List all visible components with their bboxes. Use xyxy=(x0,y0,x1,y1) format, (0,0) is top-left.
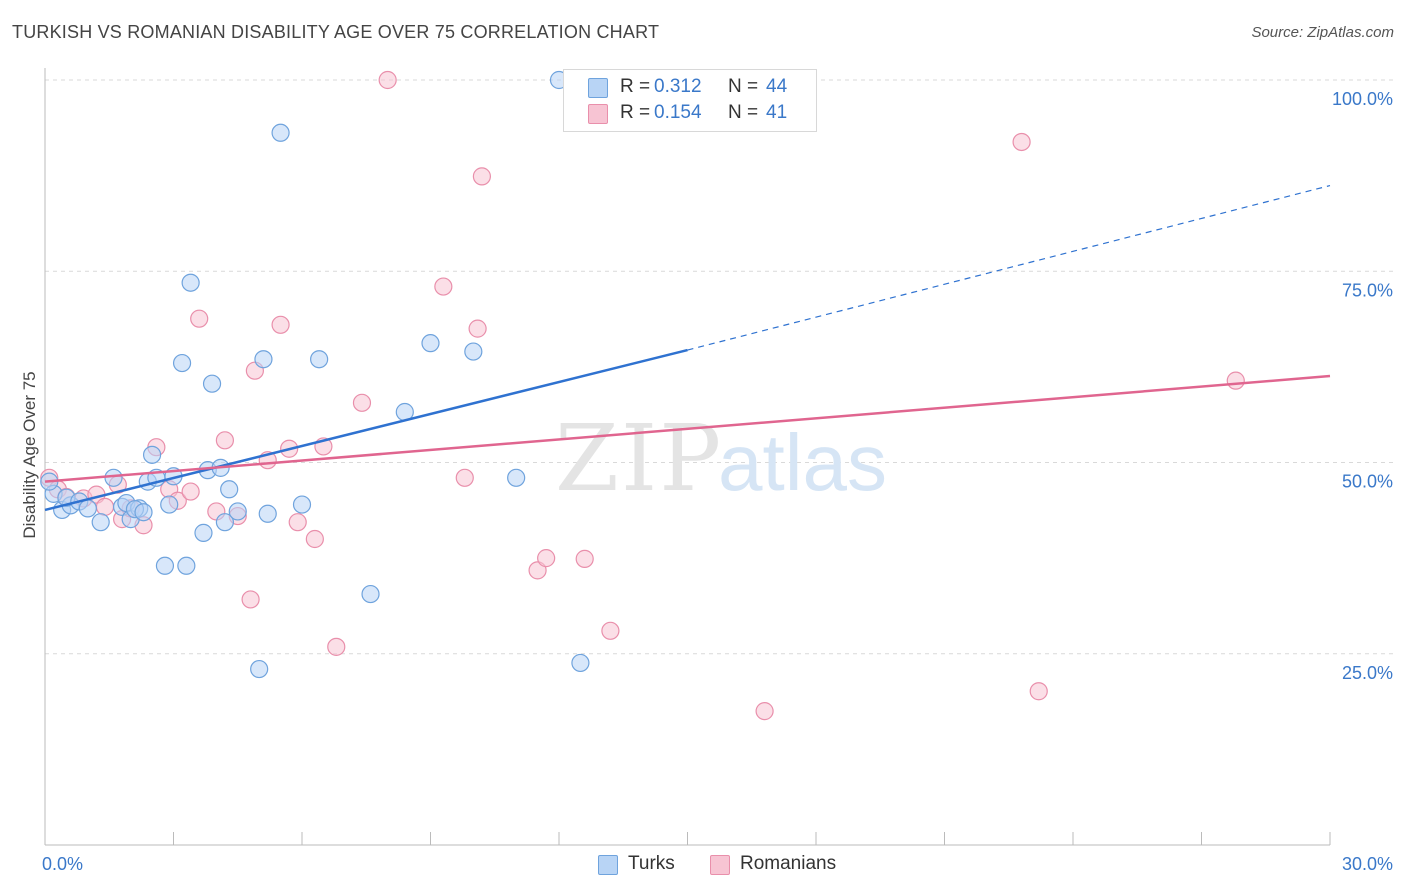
turks-point xyxy=(91,513,110,532)
romanians-point xyxy=(352,393,372,412)
turks-trendline-extension xyxy=(687,184,1331,351)
y-tick-label: 25.0% xyxy=(1342,663,1393,683)
romanians-point xyxy=(455,468,474,487)
legend-n-label: N = xyxy=(728,76,759,97)
x-tick-label: 30.0% xyxy=(1342,854,1393,874)
turks-point xyxy=(202,374,222,393)
legend-n-value: 41 xyxy=(766,102,788,123)
romanians-trendline xyxy=(44,374,1331,483)
turks-point xyxy=(181,273,200,292)
turks-point xyxy=(254,350,273,369)
romanians-point xyxy=(601,621,620,640)
romanians-point xyxy=(378,70,397,90)
romanians-point xyxy=(271,315,290,334)
turks-point xyxy=(194,523,213,542)
romanians-point xyxy=(327,637,346,656)
axis-layer xyxy=(44,68,1331,846)
legend: R = 0.312 N = 44 R = 0.154 N = 41 xyxy=(563,69,817,132)
turks-point xyxy=(507,468,526,487)
trend-layer xyxy=(44,184,1331,512)
legend-r-label: R = xyxy=(620,102,651,123)
y-tick-label: 75.0% xyxy=(1342,280,1393,300)
romanians-point xyxy=(181,482,200,501)
romanians-point xyxy=(95,497,115,516)
legend-r-label: R = xyxy=(620,76,651,97)
turks-point xyxy=(571,653,590,673)
turks-trendline xyxy=(44,348,688,512)
romanians-point xyxy=(215,431,234,450)
romanians-point xyxy=(472,167,491,186)
turks-point xyxy=(258,504,277,523)
romanians-point xyxy=(468,319,487,338)
watermark: ZIP atlas xyxy=(555,405,887,512)
romanians-point xyxy=(288,513,307,532)
turks-point xyxy=(134,503,153,522)
legend-r-value: 0.312 xyxy=(654,76,702,97)
romanians-point xyxy=(1226,371,1245,390)
romanians-point xyxy=(537,549,556,568)
legend-n-value: 44 xyxy=(766,76,788,97)
romanians-point xyxy=(241,590,260,609)
turks-point xyxy=(361,584,380,604)
romanians-point xyxy=(1012,132,1031,152)
turks-point xyxy=(177,556,196,575)
turks-point xyxy=(464,342,483,361)
romanians-swatch xyxy=(588,104,608,124)
turks-legend-label: Turks xyxy=(628,853,675,874)
romanians-point xyxy=(190,309,209,328)
turks-point xyxy=(155,556,175,575)
turks-point xyxy=(160,495,179,514)
romanians-point xyxy=(755,702,774,721)
romanians-point xyxy=(434,277,453,296)
legend-n-label: N = xyxy=(728,102,759,123)
turks-point xyxy=(172,353,192,373)
romanians-point xyxy=(575,549,594,568)
romanians-legend-swatch xyxy=(710,855,730,875)
watermark-zip: ZIP xyxy=(555,405,723,512)
turks-point xyxy=(310,350,329,369)
romanians-point xyxy=(305,529,324,549)
turks-point xyxy=(271,123,290,142)
label-layer: 25.0% 50.0% 75.0% 100.0% 0.0% 30.0% xyxy=(42,89,1393,874)
turks-swatch xyxy=(588,78,608,98)
turks-point xyxy=(215,513,234,532)
turks-point xyxy=(292,495,312,514)
turks-point xyxy=(220,480,239,499)
y-tick-label: 100.0% xyxy=(1332,89,1393,109)
turks-point xyxy=(228,502,247,521)
x-tick-label: 0.0% xyxy=(42,854,83,874)
chart-title: TURKISH VS ROMANIAN DISABILITY AGE OVER … xyxy=(12,22,660,42)
romanians-point xyxy=(1029,682,1048,701)
turks-legend-swatch xyxy=(598,855,618,875)
turks-point xyxy=(142,445,162,464)
turks-point xyxy=(104,468,123,487)
source-label: Source: ZipAtlas.com xyxy=(1251,24,1394,41)
turks-point xyxy=(78,499,97,518)
turks-point xyxy=(250,659,269,679)
watermark-atlas: atlas xyxy=(718,418,887,507)
romanians-legend-label: Romanians xyxy=(740,853,837,874)
turks-point xyxy=(421,334,440,353)
points-layer xyxy=(40,70,1245,721)
legend-r-value: 0.154 xyxy=(654,102,702,123)
y-tick-label: 50.0% xyxy=(1342,472,1393,492)
